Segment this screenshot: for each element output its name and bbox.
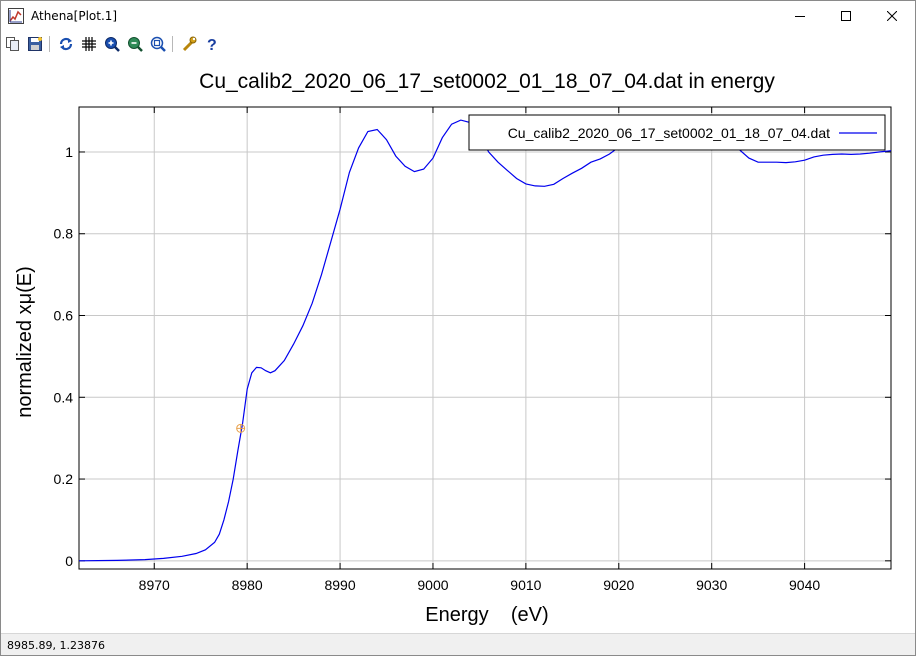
close-icon: [887, 11, 897, 21]
title-bar[interactable]: Athena[Plot.1]: [1, 1, 915, 31]
save-button[interactable]: [26, 35, 44, 53]
minimize-button[interactable]: [777, 1, 823, 31]
x-tick-label: 9000: [417, 577, 448, 593]
grid-button[interactable]: [80, 35, 98, 53]
toolbar-separator: [172, 36, 173, 52]
maximize-icon: [841, 11, 851, 21]
refresh-icon: [59, 37, 73, 51]
settings-button[interactable]: [180, 35, 198, 53]
grid-icon: [82, 37, 96, 51]
status-bar: 8985.89, 1.23876: [1, 633, 915, 655]
legend-label: Cu_calib2_2020_06_17_set0002_01_18_07_04…: [508, 125, 830, 141]
x-tick-label: 9010: [510, 577, 541, 593]
zoom-reset-button[interactable]: [149, 35, 167, 53]
zoom-in-icon: [105, 37, 120, 52]
minimize-icon: [795, 16, 805, 17]
close-button[interactable]: [869, 1, 915, 31]
grid: [79, 107, 891, 569]
help-icon: ?: [207, 37, 217, 52]
window-title: Athena[Plot.1]: [31, 9, 118, 23]
zoom-out-button[interactable]: [126, 35, 144, 53]
help-button[interactable]: ?: [203, 35, 221, 53]
chart-title: Cu_calib2_2020_06_17_set0002_01_18_07_04…: [199, 70, 775, 93]
y-tick-label: 0: [65, 553, 73, 569]
series-line: [78, 114, 892, 562]
zoom-reset-icon: [150, 36, 166, 52]
x-tick-label: 8970: [139, 577, 170, 593]
copy-icon: [6, 37, 19, 51]
maximize-button[interactable]: [823, 1, 869, 31]
x-tick-label: 9030: [696, 577, 727, 593]
toolbar: ?: [1, 31, 915, 57]
x-tick-label: 8980: [232, 577, 263, 593]
y-tick-label: 0.4: [54, 389, 74, 405]
x-tick-label: 8990: [324, 577, 355, 593]
refresh-button[interactable]: [57, 35, 75, 53]
x-axis-label: Energy (eV): [425, 604, 548, 626]
y-tick-label: 0.8: [54, 226, 74, 242]
legend: Cu_calib2_2020_06_17_set0002_01_18_07_04…: [468, 114, 886, 151]
y-tick-label: 1: [65, 144, 73, 160]
zoom-out-icon: [128, 37, 143, 52]
y-tick-label: 0.2: [54, 471, 74, 487]
chart-svg[interactable]: 8970 8980 8990 9000 9010 9020 9030 9040 0 0.2 0.4 0…: [1, 57, 915, 633]
plot-frame: [78, 106, 892, 570]
svg-text:?: ?: [207, 37, 217, 52]
plot-area[interactable]: 8970 8980 8990 9000 9010 9020 9030 9040 0 0.2 0.4 0…: [1, 57, 915, 633]
save-icon: [28, 37, 42, 51]
app-icon: [8, 8, 24, 24]
y-axis-label: normalized xμ(E): [14, 266, 36, 418]
zoom-in-button[interactable]: [103, 35, 121, 53]
x-tick-label: 9020: [603, 577, 634, 593]
settings-icon: [182, 36, 197, 52]
x-tick-label: 9040: [789, 577, 820, 593]
copy-button[interactable]: [4, 35, 22, 53]
axis-ticks: 8970 8980 8990 9000 9010 9020 9030 9040 0 0.2 0.4 0…: [54, 107, 891, 593]
toolbar-separator: [49, 36, 50, 52]
cursor-coordinates: 8985.89, 1.23876: [7, 639, 105, 652]
legend-box: [468, 114, 886, 151]
crosshair-marker: [236, 423, 246, 433]
y-tick-label: 0.6: [54, 308, 74, 324]
